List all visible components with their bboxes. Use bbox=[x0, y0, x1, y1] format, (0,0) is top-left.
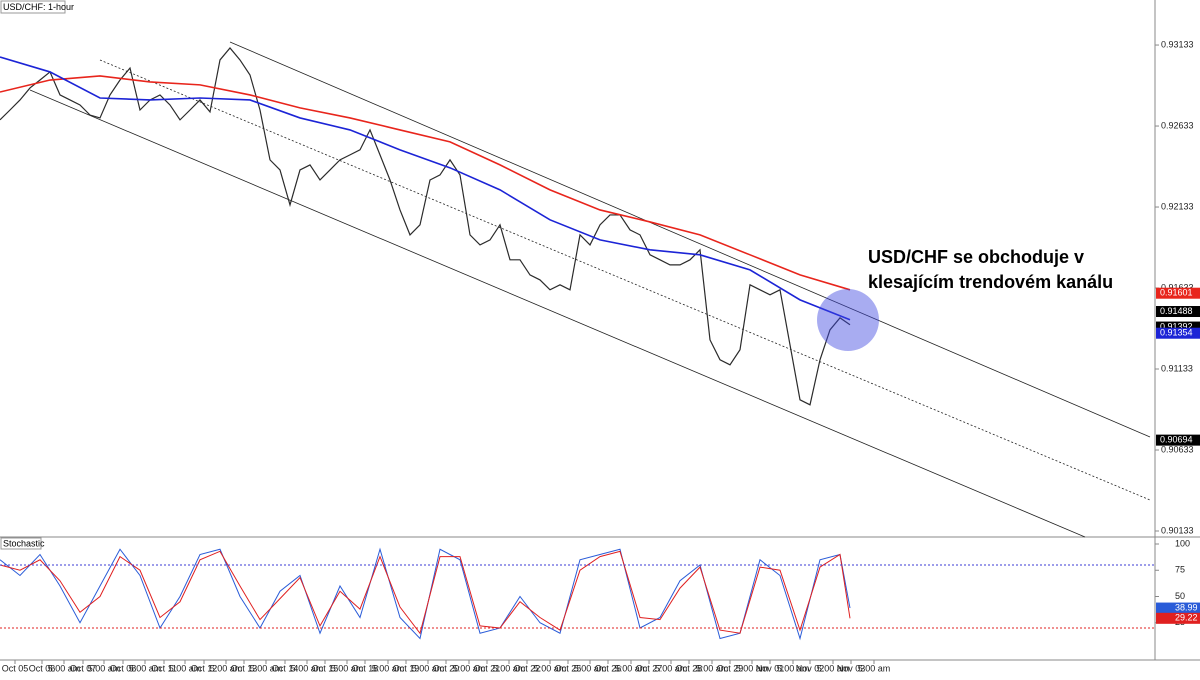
annotation-box: USD/CHF se obchoduje v klesajícím trendo… bbox=[868, 247, 1114, 292]
y-tick-label: 0.90633 bbox=[1161, 444, 1194, 454]
x-tick-label: Oct 20 bbox=[433, 663, 460, 673]
x-tick-label: 5:00 am bbox=[736, 663, 769, 673]
x-tick-label: 5:00 am bbox=[210, 663, 243, 673]
x-tick-label: Oct 14 bbox=[272, 663, 299, 673]
x-tick-label: 5:00 am bbox=[412, 663, 445, 673]
x-tick-label: Nov 01 bbox=[756, 663, 785, 673]
stoch-value-box bbox=[1156, 602, 1200, 614]
stoch-title: Stochastic bbox=[3, 538, 45, 548]
highlight-circle bbox=[817, 289, 879, 351]
stoch-title-box bbox=[0, 537, 42, 550]
channel-lower bbox=[29, 89, 1086, 538]
stoch-y-tick-label: 50 bbox=[1175, 591, 1185, 601]
stoch-value-label: 38.99 bbox=[1175, 602, 1198, 612]
x-tick-label: Oct 19 bbox=[393, 663, 420, 673]
x-tick-label: Oct 22 bbox=[514, 663, 541, 673]
x-tick-label: 5:00 am bbox=[493, 663, 526, 673]
x-tick-label: Oct 13 bbox=[231, 663, 258, 673]
price-label: 0.91601 bbox=[1160, 288, 1193, 298]
x-tick-label: Nov 02 bbox=[796, 663, 825, 673]
x-tick-label: Oct 18 bbox=[352, 663, 379, 673]
x-tick-label: 5:00 am bbox=[777, 663, 810, 673]
x-tick-label: 5:00 am bbox=[372, 663, 405, 673]
x-tick-label: 5:00 am bbox=[574, 663, 607, 673]
x-tick-label: 5:00 am bbox=[453, 663, 486, 673]
y-tick-label: 0.93133 bbox=[1161, 39, 1194, 49]
x-tick-label: 5:00 am bbox=[696, 663, 729, 673]
series-line bbox=[0, 47, 851, 406]
y-tick-label: 0.91133 bbox=[1161, 363, 1193, 373]
x-tick-label: Oct 07 bbox=[70, 663, 97, 673]
x-tick-label: Oct 25 bbox=[555, 663, 582, 673]
x-tick-label: 5:00 am bbox=[331, 663, 364, 673]
stoch-value-label: 29.22 bbox=[1175, 613, 1198, 623]
y-tick-label: 0.92133 bbox=[1161, 201, 1194, 211]
x-tick-label: Oct 11 bbox=[151, 663, 177, 673]
x-tick-label: 5:00 am bbox=[858, 663, 891, 673]
x-tick-label: Oct 15 bbox=[312, 663, 339, 673]
price-label: 0.90694 bbox=[1160, 435, 1193, 445]
x-tick-label: Oct 27 bbox=[636, 663, 663, 673]
x-tick-label: Oct 29 bbox=[717, 663, 744, 673]
series-line bbox=[0, 56, 851, 321]
x-tick-label: 5:00 am bbox=[534, 663, 567, 673]
x-tick-label: 5:00 am bbox=[129, 663, 162, 673]
stoch-value-box bbox=[1156, 612, 1200, 624]
price-label: 0.91354 bbox=[1160, 328, 1193, 338]
price-label-box bbox=[1156, 321, 1200, 333]
x-tick-label: 5:00 am bbox=[291, 663, 324, 673]
stoch-y-tick-label: 100 bbox=[1175, 538, 1190, 548]
y-tick-label: 0.91633 bbox=[1161, 282, 1194, 292]
x-tick-label: 5:00 am bbox=[88, 663, 121, 673]
x-tick-label: Oct 08 bbox=[110, 663, 137, 673]
x-tick-label: 5:00 am bbox=[250, 663, 283, 673]
x-tick-label: Oct 21 bbox=[474, 663, 501, 673]
x-tick-label: Nov 03 bbox=[837, 663, 866, 673]
x-tick-label: 5:00 am bbox=[817, 663, 850, 673]
y-tick-label: 0.92633 bbox=[1161, 120, 1194, 130]
x-tick-label: Oct 06 bbox=[29, 663, 56, 673]
x-tick-label: 5:00 am bbox=[169, 663, 202, 673]
x-tick-label: 5:00 am bbox=[655, 663, 688, 673]
stoch-line bbox=[0, 550, 851, 635]
price-label-box bbox=[1156, 306, 1200, 318]
x-tick-label: Oct 12 bbox=[191, 663, 218, 673]
chart-title: USD/CHF: 1-hour bbox=[3, 2, 74, 12]
x-tick-label: Oct 05 bbox=[2, 663, 29, 673]
title-box bbox=[0, 0, 66, 14]
price-label-box bbox=[1156, 287, 1200, 299]
x-tick-label: 5:00 am bbox=[615, 663, 648, 673]
y-tick-label: 0.90133 bbox=[1161, 525, 1194, 535]
channel-middle bbox=[99, 59, 1151, 501]
stoch-y-tick-label: 75 bbox=[1175, 565, 1185, 575]
channel-upper bbox=[229, 41, 1151, 438]
x-tick-label: Oct 28 bbox=[676, 663, 703, 673]
annotation: USD/CHF se obchoduje v klesajícím trendo… bbox=[868, 247, 1114, 292]
series-line bbox=[0, 75, 851, 291]
price-label: 0.91392 bbox=[1160, 321, 1193, 331]
x-tick-label: 5:00 am bbox=[48, 663, 81, 673]
price-label: 0.91488 bbox=[1160, 306, 1193, 316]
price-label-box bbox=[1156, 434, 1200, 446]
price-label-box bbox=[1156, 327, 1200, 339]
x-tick-label: Oct 26 bbox=[595, 663, 622, 673]
